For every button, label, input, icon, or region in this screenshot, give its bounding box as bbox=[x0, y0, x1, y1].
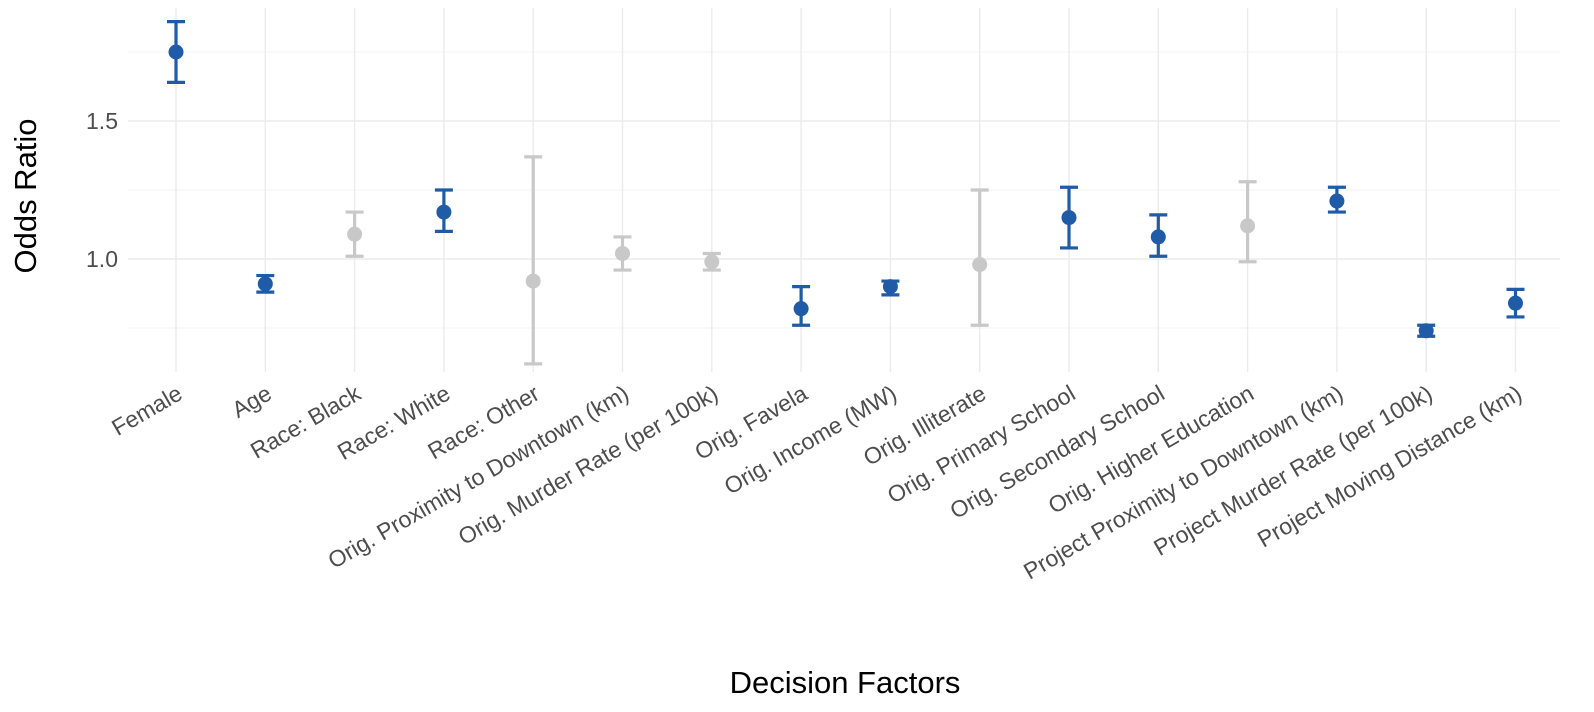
gridlines bbox=[128, 8, 1560, 372]
point-range bbox=[1417, 323, 1436, 339]
y-tick-label: 1.5 bbox=[86, 108, 118, 134]
estimate-point bbox=[436, 204, 452, 220]
estimate-point bbox=[793, 301, 809, 317]
x-tick-label: Female bbox=[107, 380, 186, 441]
estimate-point bbox=[615, 245, 630, 261]
point-range-marks bbox=[167, 20, 1525, 366]
point-range bbox=[970, 188, 989, 327]
estimate-point bbox=[257, 276, 273, 292]
point-range bbox=[1238, 180, 1257, 264]
y-axis-title: Odds Ratio bbox=[8, 118, 43, 273]
point-range bbox=[524, 155, 543, 366]
point-range bbox=[167, 20, 185, 84]
x-axis-title: Decision Factors bbox=[730, 665, 961, 700]
estimate-point bbox=[1418, 323, 1434, 339]
point-range bbox=[881, 279, 900, 297]
point-range bbox=[792, 285, 811, 327]
estimate-point bbox=[972, 257, 988, 273]
point-range bbox=[1327, 185, 1346, 214]
estimate-point bbox=[1150, 229, 1166, 245]
estimate-point bbox=[1508, 295, 1523, 311]
estimate-point bbox=[525, 273, 541, 289]
point-range bbox=[1060, 185, 1078, 250]
estimate-point bbox=[1061, 210, 1077, 226]
point-range bbox=[1506, 287, 1525, 319]
estimate-point bbox=[1240, 218, 1256, 234]
y-tick-label: 1.0 bbox=[86, 246, 118, 272]
estimate-point bbox=[704, 254, 720, 270]
x-tick-label: Age bbox=[227, 380, 275, 423]
estimate-point bbox=[882, 279, 898, 295]
point-range bbox=[434, 188, 453, 233]
point-range bbox=[702, 251, 721, 272]
estimate-point bbox=[168, 44, 184, 60]
point-range bbox=[1149, 213, 1168, 258]
point-range bbox=[345, 210, 364, 258]
point-range bbox=[613, 235, 632, 272]
estimate-point bbox=[347, 226, 363, 242]
y-axis-ticks: 1.0 1.5 bbox=[86, 108, 118, 272]
estimate-point bbox=[1329, 193, 1345, 209]
point-range bbox=[256, 273, 275, 294]
